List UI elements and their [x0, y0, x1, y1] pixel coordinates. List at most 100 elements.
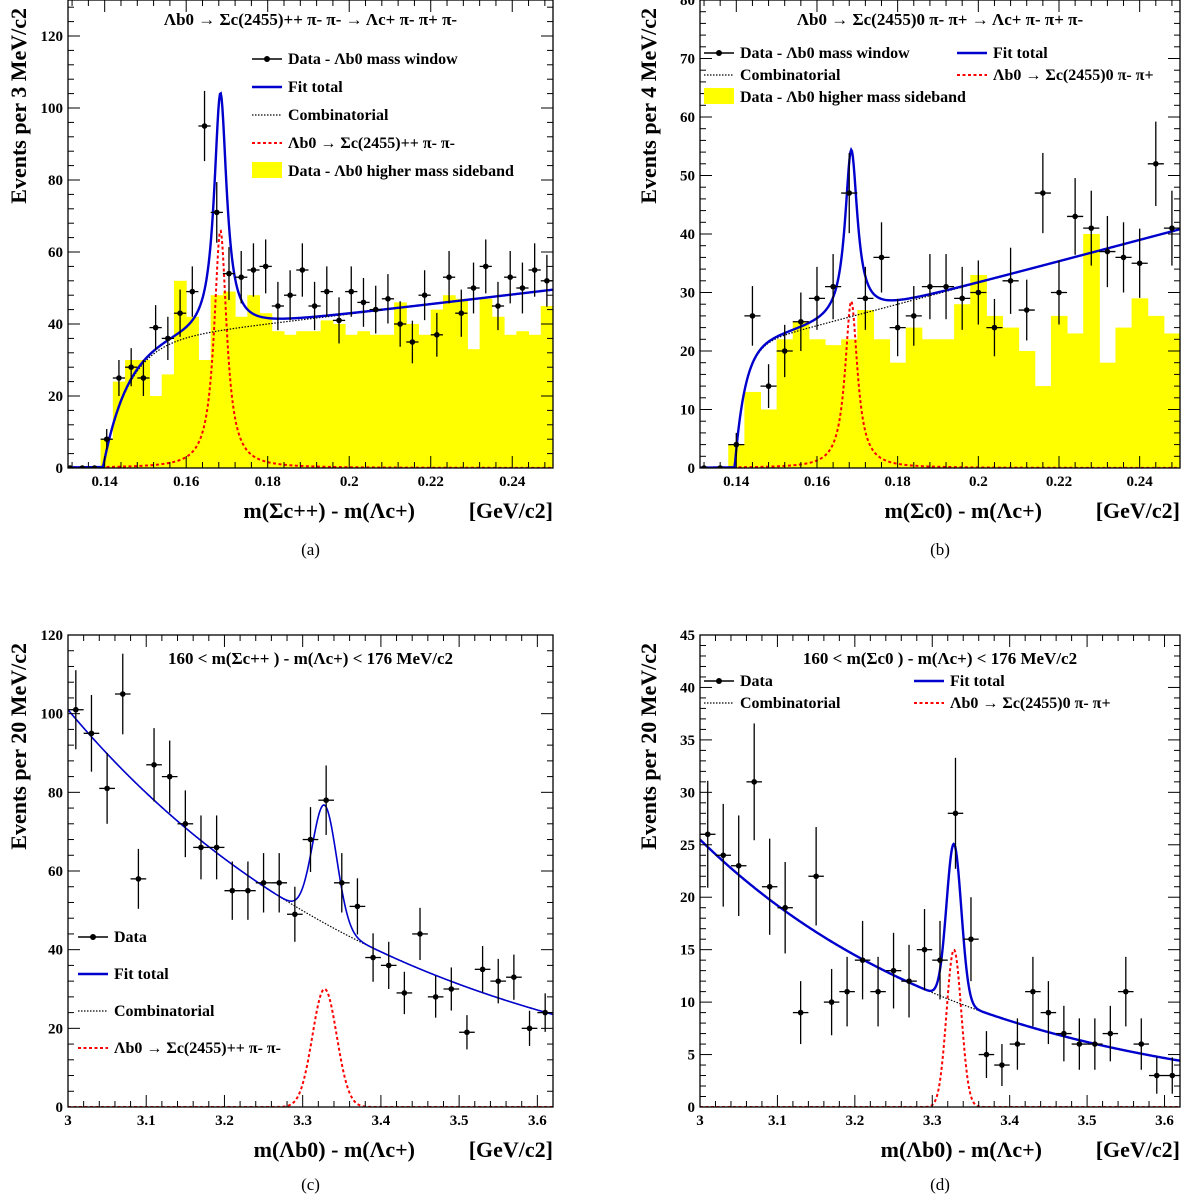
legend-label: Λb0 → Σc(2455)0 π- π+ [950, 695, 1111, 712]
data-point [455, 289, 468, 337]
y-tick-label: 60 [48, 245, 63, 261]
sideband-bar [1018, 351, 1036, 468]
legend-label: Combinatorial [740, 67, 841, 84]
x-axis-unit: [GeV/c2] [1096, 498, 1180, 523]
legend-entry-sideband: Data - Λb0 higher mass sideband [252, 162, 514, 180]
legend-label: Data [114, 929, 147, 946]
sideband-bar [1131, 298, 1149, 468]
legend-label: Data - Λb0 higher mass sideband [288, 163, 514, 180]
sideband-bar [271, 331, 285, 468]
data-point [1018, 279, 1035, 341]
legend-label: Data - Λb0 mass window [740, 45, 910, 62]
sideband-bar [792, 321, 810, 468]
fit-total-curve [68, 91, 553, 468]
x-axis-unit: [GeV/c2] [469, 1137, 553, 1162]
data-point [978, 1031, 995, 1079]
data-point [857, 266, 874, 330]
panel-title: Λb0 → Σc(2455)0 π- π+ → Λc+ π- π+ π- [797, 10, 1084, 29]
data-point [418, 270, 431, 321]
data-point [825, 254, 842, 320]
data-point [427, 976, 444, 1018]
data-point [240, 861, 256, 920]
y-tick-label: 100 [41, 707, 64, 723]
sideband-bar [1034, 386, 1052, 468]
x-tick-label: 0.24 [499, 474, 526, 490]
legend-label: Fit total [993, 45, 1048, 62]
sideband-bar [825, 345, 842, 468]
y-tick-label: 70 [680, 52, 695, 68]
data-point [99, 753, 115, 824]
sideband-bar [442, 295, 456, 468]
plot-frame [67, 0, 554, 469]
sideband-bar [259, 313, 273, 468]
x-axis-label: m(Σc0) - m(Λc+) [884, 498, 1042, 523]
data-point [1147, 121, 1164, 206]
sideband-bar [873, 339, 891, 468]
data-point [839, 956, 855, 1027]
data-point [841, 152, 858, 234]
y-tick-label: 60 [680, 110, 695, 126]
plot-content [700, 723, 1180, 1107]
panel-title: 160 < m(Σc++ ) - m(Λc+) < 176 MeV/c2 [168, 649, 453, 668]
sideband-bar [1083, 234, 1100, 468]
y-tick-label: 60 [48, 864, 63, 880]
data-point [198, 90, 211, 162]
data-point [728, 432, 745, 457]
plot-area [700, 635, 1180, 1107]
x-tick-label: 3.6 [528, 1113, 547, 1129]
data-point [308, 281, 321, 331]
data-point [1133, 1018, 1150, 1070]
data-point [149, 305, 162, 351]
legend-entry-data: Data [704, 673, 773, 690]
x-tick-label: 3.4 [1000, 1113, 1019, 1129]
data-point [1083, 190, 1100, 266]
y-tick-label: 20 [680, 344, 695, 360]
data-point [161, 740, 178, 813]
plot-content [700, 121, 1180, 468]
data-point [88, 465, 101, 468]
legend: Data - Λb0 mass window Fit total Combinato… [252, 51, 514, 180]
signal-curve [700, 298, 1180, 468]
data-point [986, 298, 1003, 357]
sideband-bar [986, 315, 1004, 468]
data-point [222, 247, 236, 301]
x-tick-label: 3.5 [450, 1113, 469, 1129]
y-tick-label: 0 [688, 461, 696, 477]
data-point [491, 281, 505, 331]
data-point [916, 909, 933, 991]
legend-entry-comb: Combinatorial [78, 1003, 215, 1020]
sideband-bar [516, 331, 530, 468]
panel-d: 3 3.1 3.2 3.3 3.4 3.5 3.6 0 5 10 15 20 25 30 35 40 45 m(Λ… [636, 628, 1181, 1194]
sideband-bar [1147, 315, 1165, 468]
data-point [905, 286, 922, 346]
data-point [1056, 1005, 1072, 1062]
legend-entry-comb: Combinatorial [704, 695, 841, 712]
sideband-bar [808, 339, 826, 468]
x-tick-label: 0.18 [885, 474, 911, 490]
y-tick-label: 120 [41, 29, 64, 45]
panel-b: 0.14 0.16 0.18 0.2 0.22 0.24 0 10 20 30 40 50 60 70 80… [636, 0, 1181, 559]
sideband-bar [186, 316, 199, 468]
data-point [302, 807, 319, 872]
data-point [412, 907, 428, 961]
data-point [255, 853, 272, 913]
data-point [1034, 152, 1051, 234]
sideband-bar [345, 334, 358, 468]
data-point [186, 266, 199, 317]
data-point [396, 971, 413, 1015]
data-point [792, 981, 809, 1045]
sideband-bar [161, 374, 175, 468]
data-point [776, 324, 793, 378]
sideband-bar [954, 304, 971, 468]
data-point [332, 297, 346, 344]
x-axis-unit: [GeV/c2] [469, 498, 553, 523]
y-tick-label: 80 [48, 173, 63, 189]
data-point [76, 465, 89, 468]
legend-label: Combinatorial [288, 107, 389, 124]
sideband-bar [528, 334, 542, 468]
data-point [777, 861, 793, 954]
sideband-bar [1115, 327, 1133, 468]
data-point [259, 239, 272, 294]
data-point [459, 1015, 475, 1050]
